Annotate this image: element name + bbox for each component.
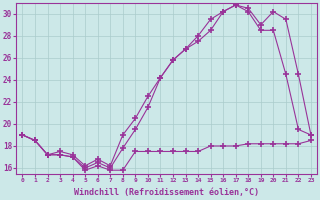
X-axis label: Windchill (Refroidissement éolien,°C): Windchill (Refroidissement éolien,°C) (74, 188, 259, 197)
